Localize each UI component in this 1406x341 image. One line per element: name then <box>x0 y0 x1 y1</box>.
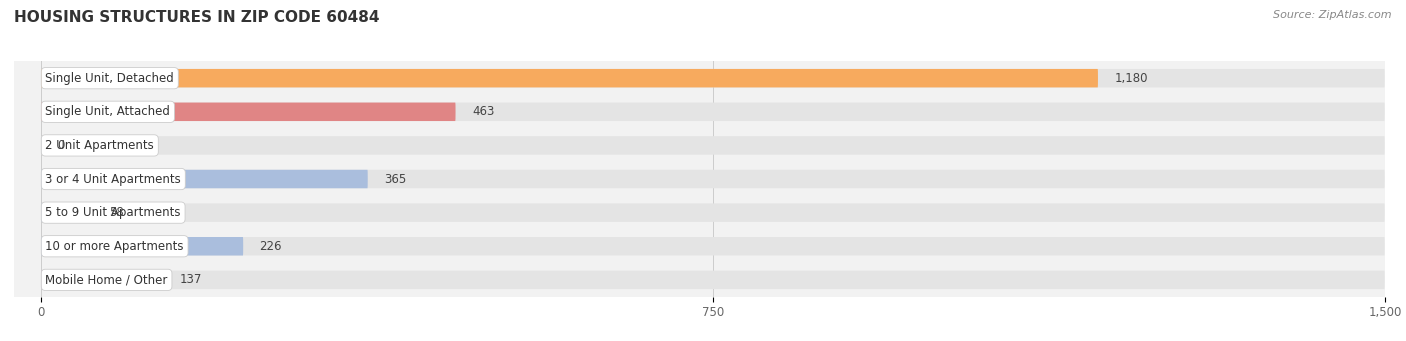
Bar <box>14 129 1385 162</box>
FancyBboxPatch shape <box>41 136 1385 155</box>
Bar <box>14 162 1385 196</box>
FancyBboxPatch shape <box>41 237 243 255</box>
Text: HOUSING STRUCTURES IN ZIP CODE 60484: HOUSING STRUCTURES IN ZIP CODE 60484 <box>14 10 380 25</box>
Bar <box>14 229 1385 263</box>
Text: Single Unit, Attached: Single Unit, Attached <box>45 105 170 118</box>
FancyBboxPatch shape <box>41 170 1385 188</box>
Bar <box>14 95 1385 129</box>
Text: Mobile Home / Other: Mobile Home / Other <box>45 273 167 286</box>
Text: 2 Unit Apartments: 2 Unit Apartments <box>45 139 155 152</box>
Bar <box>14 61 1385 95</box>
FancyBboxPatch shape <box>41 170 368 188</box>
Bar <box>14 263 1385 297</box>
FancyBboxPatch shape <box>41 203 93 222</box>
Text: Single Unit, Detached: Single Unit, Detached <box>45 72 174 85</box>
FancyBboxPatch shape <box>41 271 163 289</box>
FancyBboxPatch shape <box>41 203 1385 222</box>
Text: 137: 137 <box>180 273 202 286</box>
FancyBboxPatch shape <box>41 69 1385 87</box>
Text: Source: ZipAtlas.com: Source: ZipAtlas.com <box>1274 10 1392 20</box>
FancyBboxPatch shape <box>41 271 1385 289</box>
FancyBboxPatch shape <box>41 103 1385 121</box>
Text: 463: 463 <box>472 105 495 118</box>
Text: 3 or 4 Unit Apartments: 3 or 4 Unit Apartments <box>45 173 181 186</box>
FancyBboxPatch shape <box>41 103 456 121</box>
FancyBboxPatch shape <box>41 237 1385 255</box>
FancyBboxPatch shape <box>41 69 1098 87</box>
Text: 58: 58 <box>110 206 124 219</box>
Text: 10 or more Apartments: 10 or more Apartments <box>45 240 184 253</box>
Bar <box>14 196 1385 229</box>
Text: 1,180: 1,180 <box>1115 72 1147 85</box>
Text: 0: 0 <box>58 139 65 152</box>
Text: 365: 365 <box>384 173 406 186</box>
Text: 226: 226 <box>260 240 283 253</box>
Text: 5 to 9 Unit Apartments: 5 to 9 Unit Apartments <box>45 206 181 219</box>
